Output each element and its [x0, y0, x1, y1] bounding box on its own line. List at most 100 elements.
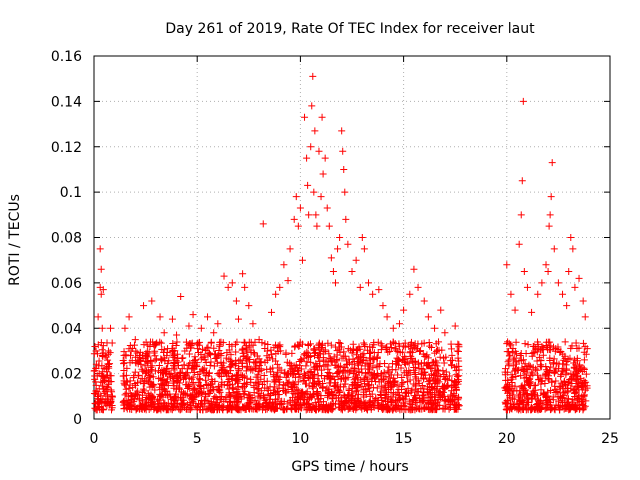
data-point: [579, 339, 587, 347]
data-point: [544, 268, 552, 276]
data-point: [392, 366, 400, 374]
data-point: [366, 349, 374, 357]
data-point: [336, 234, 344, 241]
data-point: [346, 397, 354, 405]
data-point: [412, 392, 420, 400]
data-point: [424, 362, 432, 370]
data-point: [361, 401, 369, 409]
data-point: [201, 353, 209, 361]
data-point: [309, 384, 317, 392]
data-point: [195, 400, 203, 408]
data-point: [162, 365, 170, 373]
data-point: [555, 397, 563, 405]
data-point: [540, 389, 548, 397]
data-point: [357, 365, 365, 373]
data-point: [524, 405, 532, 413]
data-point: [391, 344, 399, 352]
data-point: [440, 370, 448, 378]
data-point: [320, 356, 328, 364]
data-point: [435, 338, 443, 346]
x-tick-label: 0: [90, 431, 99, 447]
data-point: [399, 356, 407, 364]
data-point: [524, 341, 532, 349]
data-point: [523, 373, 531, 381]
data-point: [168, 400, 176, 408]
data-point: [573, 382, 581, 390]
data-point: [317, 392, 325, 400]
data-point: [367, 348, 375, 356]
data-point: [166, 390, 174, 398]
data-point: [349, 392, 357, 400]
data-point: [239, 404, 247, 412]
data-point: [105, 360, 113, 368]
data-point: [418, 382, 426, 390]
data-point: [377, 340, 385, 348]
data-point: [350, 405, 358, 413]
data-point: [142, 370, 150, 378]
data-point: [235, 375, 243, 383]
data-point: [99, 286, 107, 294]
data-point: [305, 399, 313, 407]
data-point: [234, 391, 242, 399]
data-point: [329, 268, 337, 276]
data-point: [272, 290, 280, 298]
data-point: [514, 403, 522, 411]
data-point: [379, 302, 387, 310]
data-point: [325, 379, 333, 387]
data-point: [311, 127, 319, 135]
data-point: [120, 348, 128, 356]
data-point: [386, 395, 394, 403]
data-point: [341, 393, 349, 401]
data-point: [200, 397, 208, 405]
data-point: [305, 211, 313, 219]
data-point: [506, 341, 514, 349]
data-point: [350, 367, 358, 375]
data-point: [538, 377, 546, 385]
data-point: [315, 147, 323, 155]
data-point: [102, 353, 110, 361]
data-point: [120, 359, 128, 367]
data-point: [378, 397, 386, 405]
data-point: [419, 397, 427, 405]
data-point: [562, 371, 570, 379]
data-point: [563, 302, 571, 310]
data-point: [542, 362, 550, 370]
data-point: [573, 344, 581, 352]
data-point: [137, 402, 145, 410]
data-point: [236, 356, 244, 364]
data-point: [343, 361, 351, 369]
data-point: [242, 344, 250, 352]
data-point: [554, 393, 562, 401]
data-point: [143, 348, 151, 356]
data-point: [185, 322, 193, 330]
y-tick-label: 0.1: [60, 185, 82, 201]
data-point: [180, 399, 188, 407]
data-point: [311, 380, 319, 388]
data-point: [364, 376, 372, 384]
data-point: [420, 375, 428, 383]
data-point: [147, 363, 155, 371]
data-point: [241, 339, 249, 347]
data-point: [259, 220, 267, 228]
data-point: [187, 401, 195, 409]
data-point: [295, 342, 303, 350]
data-point: [133, 379, 141, 387]
data-point: [122, 351, 130, 359]
data-point: [228, 373, 236, 381]
data-point: [314, 377, 322, 385]
data-point: [298, 401, 306, 409]
data-point: [559, 360, 567, 368]
data-point: [423, 388, 431, 396]
data-point: [558, 367, 566, 375]
data-point: [390, 374, 398, 382]
data-point: [421, 371, 429, 379]
data-point: [176, 368, 184, 376]
data-point: [304, 341, 312, 349]
data-point: [282, 350, 290, 358]
data-point: [217, 358, 225, 366]
chart-title: Day 261 of 2019, Rate Of TEC Index for r…: [165, 21, 535, 37]
data-point: [98, 324, 106, 332]
data-point: [331, 358, 339, 366]
data-point: [390, 380, 398, 388]
data-point: [275, 390, 283, 398]
